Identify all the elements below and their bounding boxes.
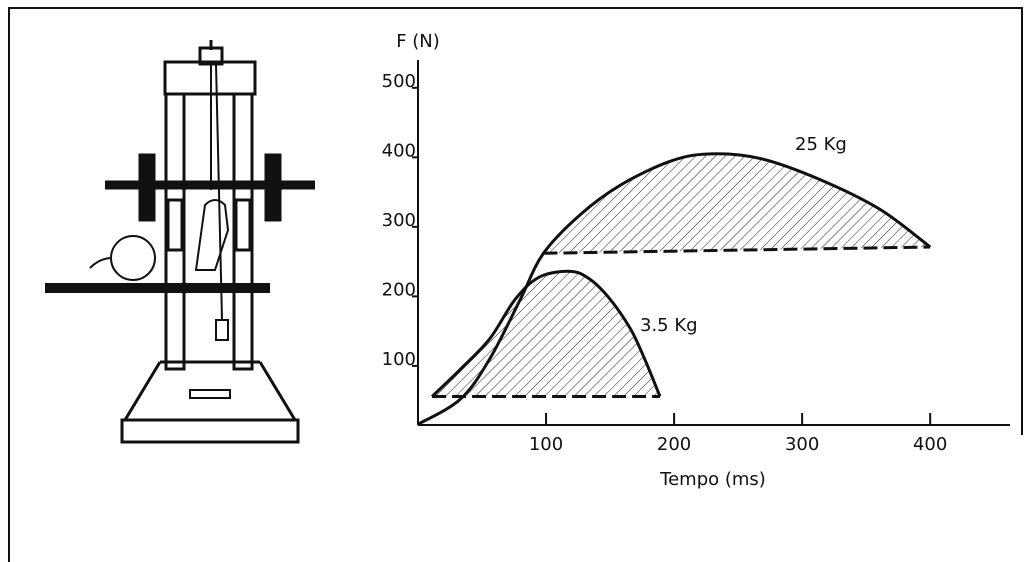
baseline [543, 245, 931, 255]
y-tick-label: 400 [382, 140, 416, 161]
frame [8, 7, 1023, 562]
x-tick-label: 200 [657, 434, 691, 455]
x-tick-label: 100 [529, 434, 563, 455]
apparatus-drawing [45, 40, 315, 444]
series-label: 25 Kg [795, 134, 847, 155]
series-label: 3.5 Kg [640, 315, 698, 336]
y-tick-label: 100 [382, 349, 416, 370]
x-tick-label: 300 [785, 434, 819, 455]
hatched-area [543, 153, 931, 254]
y-tick-label: 200 [382, 279, 416, 300]
x-axis-label: Tempo (ms) [659, 469, 766, 490]
y-tick-label: 300 [382, 210, 416, 231]
x-tick-label: 400 [913, 434, 947, 455]
y-axis-label: F (N) [396, 31, 440, 52]
force-curve [431, 269, 662, 398]
y-tick-label: 500 [382, 71, 416, 92]
hatched-area [432, 271, 661, 397]
